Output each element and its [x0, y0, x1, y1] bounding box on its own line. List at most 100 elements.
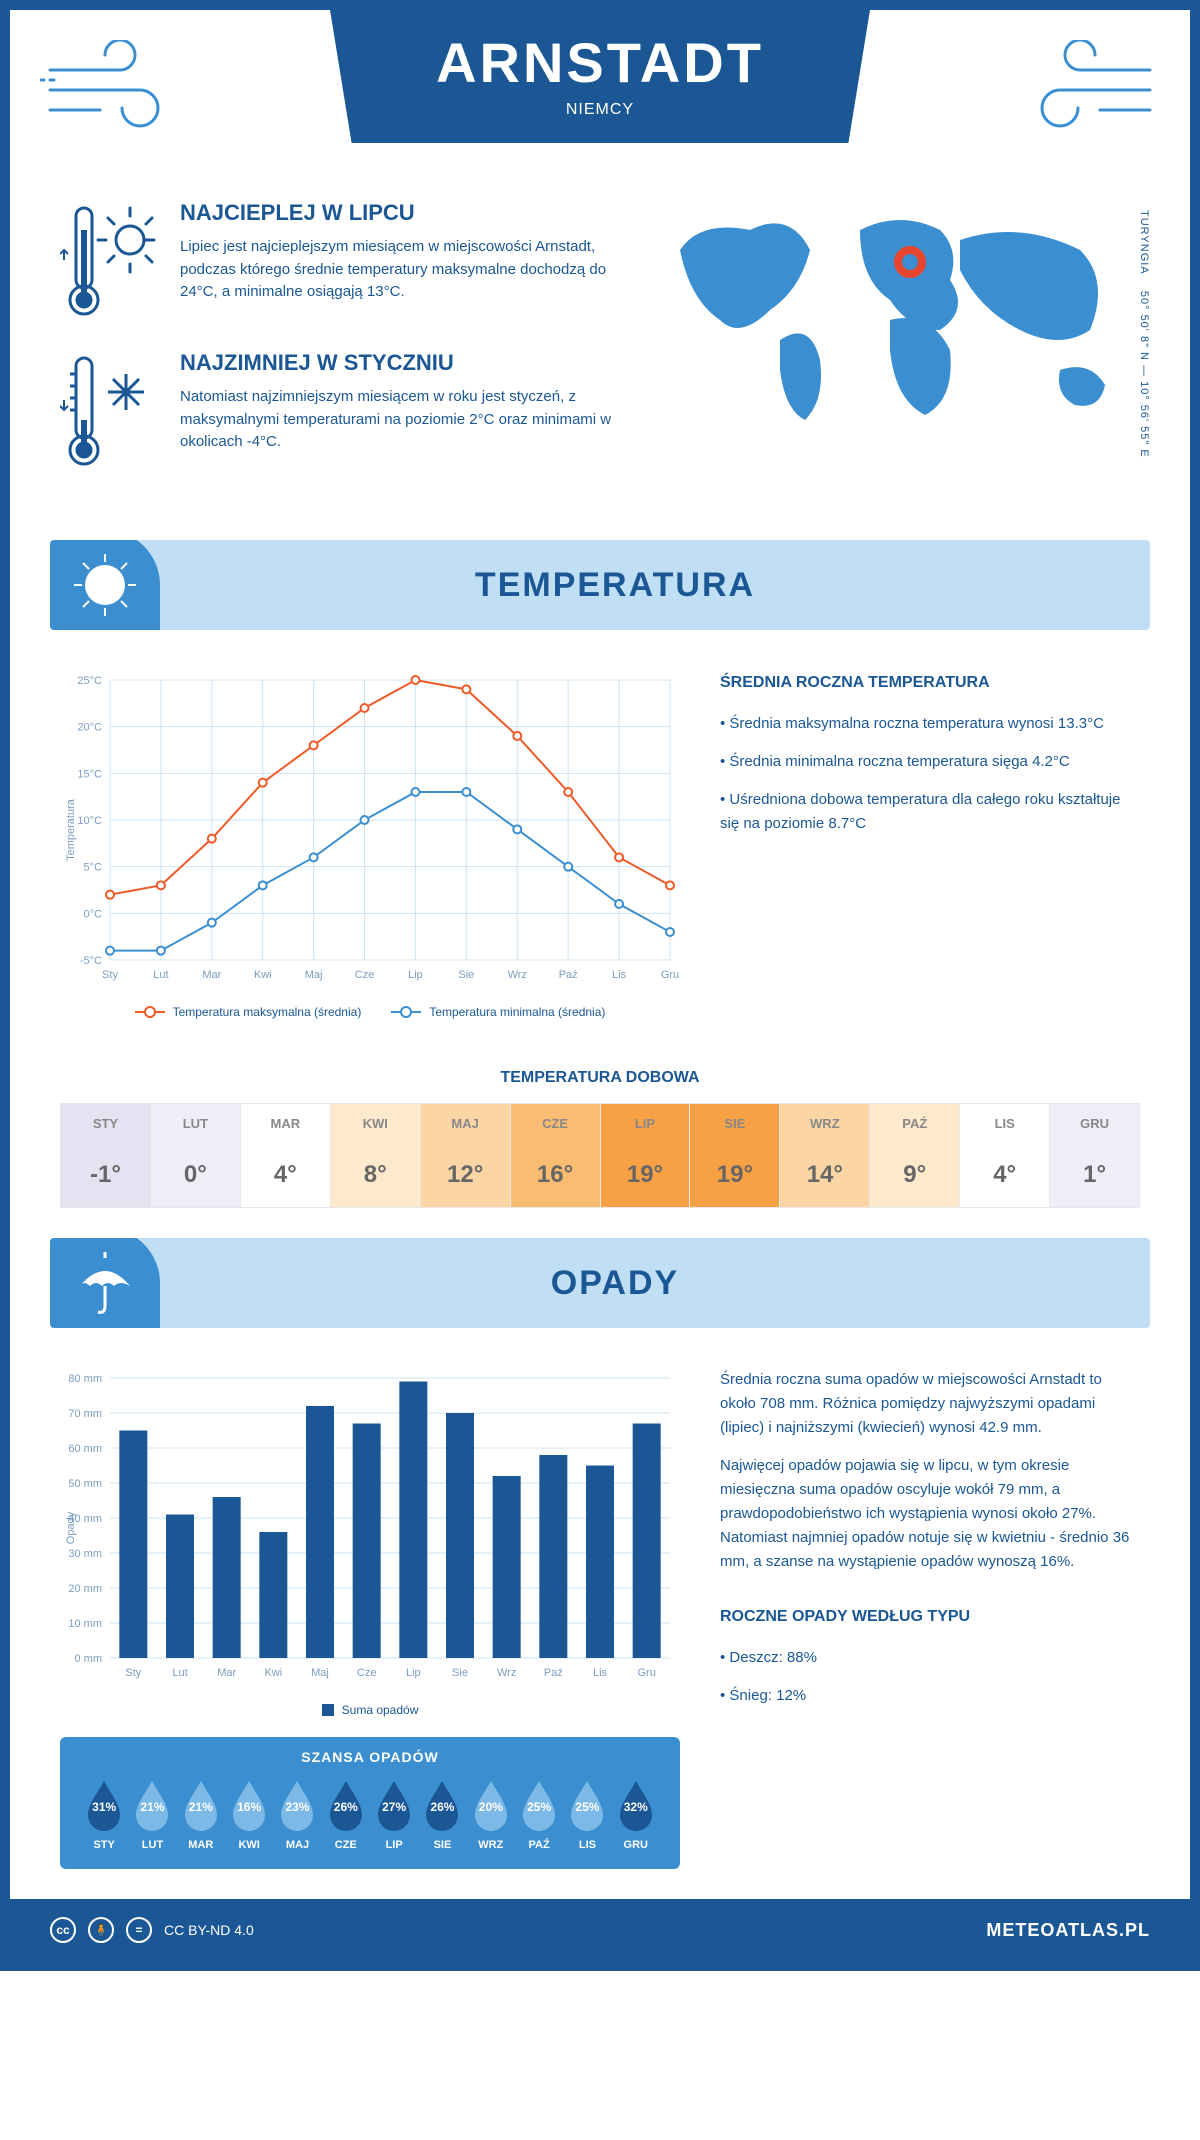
precipitation-title: OPADY [551, 1264, 679, 1303]
temp-cell-month: KWI [331, 1104, 420, 1143]
drop-percent: 23% [277, 1800, 317, 1814]
legend-precip: Suma opadów [322, 1703, 419, 1717]
precip-p2: Najwięcej opadów pojawia się w lipcu, w … [720, 1454, 1140, 1574]
drop-month: LIS [563, 1839, 611, 1851]
temp-cell: LIS 4° [960, 1104, 1050, 1207]
drop-month: MAR [177, 1839, 225, 1851]
raindrop-icon: 26% [326, 1779, 366, 1831]
svg-text:Temperatura: Temperatura [65, 798, 77, 861]
precip-type-snow: • Śnieg: 12% [720, 1684, 1140, 1708]
temperature-legend: .legend-item:nth-child(1) .legend-swatch… [60, 1005, 680, 1019]
cold-month-block: NAJZIMNIEJ W STYCZNIU Natomiast najzimni… [60, 350, 620, 470]
drop-percent: 26% [326, 1800, 366, 1814]
raindrop-icon: 21% [181, 1779, 221, 1831]
svg-text:15°C: 15°C [77, 768, 102, 780]
temperature-side-text: ŚREDNIA ROCZNA TEMPERATURA • Średnia mak… [720, 670, 1140, 1019]
legend-precip-label: Suma opadów [342, 1703, 419, 1717]
footer: cc 🧍 = CC BY-ND 4.0 METEOATLAS.PL [10, 1899, 1190, 1961]
temp-cell-value: 4° [960, 1143, 1049, 1207]
temp-cell: PAŹ 9° [870, 1104, 960, 1207]
drop-percent: 25% [519, 1800, 559, 1814]
drop-percent: 20% [471, 1800, 511, 1814]
drop-month: WRZ [467, 1839, 515, 1851]
temp-daily-title: TEMPERATURA DOBOWA [10, 1069, 1190, 1087]
raindrop-icon: 16% [229, 1779, 269, 1831]
umbrella-icon [50, 1238, 160, 1328]
svg-text:30 mm: 30 mm [68, 1548, 102, 1560]
intro-section: NAJCIEPLEJ W LIPCU Lipiec jest najcieple… [10, 190, 1190, 530]
license-text: CC BY-ND 4.0 [164, 1922, 254, 1938]
svg-text:Cze: Cze [355, 969, 375, 981]
svg-text:50 mm: 50 mm [68, 1478, 102, 1490]
svg-text:Lip: Lip [408, 969, 423, 981]
temperature-title: TEMPERATURA [475, 566, 755, 605]
coordinates-label: TURYNGIA 50° 50' 8" N — 10° 56' 55" E [1138, 210, 1150, 458]
svg-text:20 mm: 20 mm [68, 1583, 102, 1595]
drop-col: 23% MAJ [273, 1779, 321, 1851]
drop-percent: 25% [567, 1800, 607, 1814]
wind-icon-right [1020, 40, 1160, 130]
temperature-side-title: ŚREDNIA ROCZNA TEMPERATURA [720, 670, 1140, 696]
temperature-section-header: TEMPERATURA [50, 540, 1150, 630]
svg-text:Sie: Sie [452, 1667, 468, 1679]
temp-bullet-3: • Uśredniona dobowa temperatura dla całe… [720, 788, 1140, 836]
drop-percent: 21% [132, 1800, 172, 1814]
footer-site: METEOATLAS.PL [986, 1920, 1150, 1941]
drop-month: CZE [322, 1839, 370, 1851]
precip-type-rain: • Deszcz: 88% [720, 1646, 1140, 1670]
svg-text:-5°C: -5°C [80, 955, 102, 967]
drop-col: 27% LIP [370, 1779, 418, 1851]
svg-text:70 mm: 70 mm [68, 1408, 102, 1420]
raindrop-icon: 23% [277, 1779, 317, 1831]
hot-month-title: NAJCIEPLEJ W LIPCU [180, 200, 620, 226]
cc-icon: cc [50, 1917, 76, 1943]
thermometer-hot-icon [60, 200, 160, 320]
nd-icon: = [126, 1917, 152, 1943]
drop-percent: 31% [84, 1800, 124, 1814]
svg-text:Kwi: Kwi [264, 1667, 282, 1679]
drop-percent: 27% [374, 1800, 414, 1814]
svg-text:20°C: 20°C [77, 722, 102, 734]
svg-text:Sty: Sty [125, 1667, 141, 1679]
svg-text:Lis: Lis [593, 1667, 608, 1679]
raindrop-icon: 21% [132, 1779, 172, 1831]
temp-cell-month: GRU [1050, 1104, 1139, 1143]
temp-cell-value: 14° [780, 1143, 869, 1207]
temp-bullet-1: • Średnia maksymalna roczna temperatura … [720, 712, 1140, 736]
svg-text:Mar: Mar [202, 969, 221, 981]
drop-month: LIP [370, 1839, 418, 1851]
svg-text:0 mm: 0 mm [75, 1653, 103, 1665]
svg-text:25°C: 25°C [77, 675, 102, 687]
svg-text:Kwi: Kwi [254, 969, 272, 981]
temp-cell: STY -1° [61, 1104, 151, 1207]
raindrop-icon: 25% [567, 1779, 607, 1831]
temp-cell: MAR 4° [241, 1104, 331, 1207]
hot-month-body: Lipiec jest najcieplejszym miesiącem w m… [180, 236, 620, 304]
raindrop-icon: 20% [471, 1779, 511, 1831]
svg-text:60 mm: 60 mm [68, 1443, 102, 1455]
svg-text:Cze: Cze [357, 1667, 377, 1679]
temp-cell-value: 12° [421, 1143, 510, 1207]
temp-cell: CZE 16° [511, 1104, 601, 1207]
svg-text:Lip: Lip [406, 1667, 421, 1679]
temp-cell-value: 8° [331, 1143, 420, 1207]
svg-text:10 mm: 10 mm [68, 1618, 102, 1630]
precipitation-bar-chart: 0 mm10 mm20 mm30 mm40 mm50 mm60 mm70 mm8… [60, 1368, 680, 1688]
rain-chance-box: SZANSA OPADÓW 31% STY 21% LUT 21% MAR 16… [60, 1737, 680, 1869]
drop-col: 31% STY [80, 1779, 128, 1851]
header: ARNSTADT NIEMCY [10, 10, 1190, 190]
temp-cell: SIE 19° [690, 1104, 780, 1207]
temp-cell-value: -1° [61, 1143, 150, 1207]
temp-cell-value: 19° [601, 1143, 690, 1207]
temp-cell-month: PAŹ [870, 1104, 959, 1143]
temperature-chart: -5°C0°C5°C10°C15°C20°C25°CStyLutMarKwiMa… [60, 670, 680, 1019]
temp-cell-value: 0° [151, 1143, 240, 1207]
temperature-line-chart: -5°C0°C5°C10°C15°C20°C25°CStyLutMarKwiMa… [60, 670, 680, 990]
temp-cell-month: MAJ [421, 1104, 510, 1143]
cold-month-text: NAJZIMNIEJ W STYCZNIU Natomiast najzimni… [180, 350, 620, 470]
hot-month-text: NAJCIEPLEJ W LIPCU Lipiec jest najcieple… [180, 200, 620, 320]
drop-percent: 26% [422, 1800, 462, 1814]
drop-col: 25% LIS [563, 1779, 611, 1851]
drop-percent: 16% [229, 1800, 269, 1814]
temperature-body: -5°C0°C5°C10°C15°C20°C25°CStyLutMarKwiMa… [10, 640, 1190, 1049]
